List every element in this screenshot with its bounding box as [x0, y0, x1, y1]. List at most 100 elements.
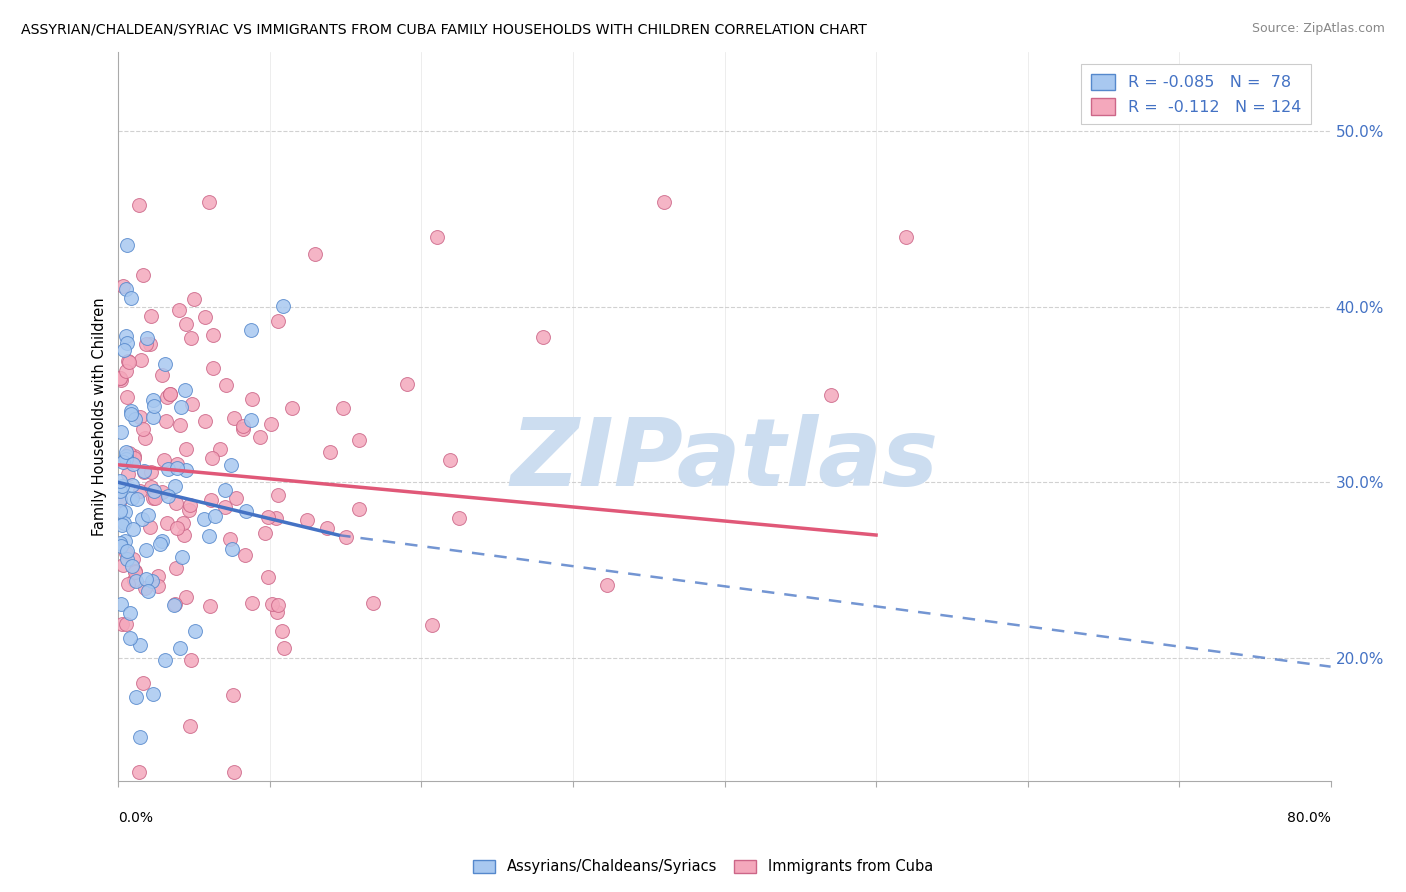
Point — [169, 417, 191, 432]
Point — [124, 574, 146, 588]
Point — [111, 617, 134, 632]
Point — [201, 360, 224, 375]
Point — [183, 624, 205, 638]
Point — [124, 566, 146, 580]
Point — [115, 238, 138, 252]
Point — [129, 638, 152, 652]
Point — [121, 558, 143, 573]
Point — [132, 422, 155, 436]
Point — [138, 508, 160, 522]
Point — [108, 475, 131, 489]
Point — [271, 299, 294, 313]
Point — [128, 730, 150, 744]
Point — [180, 653, 202, 667]
Point — [652, 194, 675, 209]
Point — [142, 399, 165, 413]
Point — [166, 457, 188, 471]
Point — [108, 371, 131, 385]
Point — [596, 577, 619, 591]
Point — [280, 401, 302, 416]
Point — [361, 596, 384, 610]
Point — [132, 268, 155, 282]
Point — [139, 310, 162, 324]
Point — [115, 282, 138, 296]
Point — [121, 522, 143, 536]
Point — [332, 401, 354, 416]
Point — [233, 548, 256, 562]
Point — [267, 599, 290, 613]
Point — [153, 453, 176, 467]
Legend: R = -0.085   N =  78, R =  -0.112   N = 124: R = -0.085 N = 78, R = -0.112 N = 124 — [1081, 64, 1310, 124]
Point — [128, 198, 150, 212]
Point — [121, 491, 143, 505]
Point — [201, 451, 224, 466]
Point — [235, 504, 257, 518]
Point — [531, 330, 554, 344]
Point — [142, 392, 165, 407]
Point — [222, 411, 245, 425]
Point — [267, 314, 290, 328]
Point — [142, 409, 165, 424]
Text: 80.0%: 80.0% — [1286, 811, 1330, 825]
Point — [110, 373, 132, 387]
Point — [115, 543, 138, 558]
Point — [135, 543, 157, 558]
Point — [117, 577, 139, 591]
Point — [335, 530, 357, 544]
Point — [115, 449, 138, 463]
Point — [141, 491, 163, 506]
Point — [249, 430, 271, 444]
Point — [108, 492, 131, 507]
Point — [117, 390, 139, 404]
Point — [112, 516, 135, 530]
Point — [125, 574, 148, 588]
Point — [143, 483, 166, 498]
Point — [120, 291, 142, 305]
Point — [174, 463, 197, 477]
Point — [110, 539, 132, 553]
Point — [395, 376, 418, 391]
Point — [117, 552, 139, 566]
Point — [170, 400, 193, 414]
Point — [169, 302, 191, 317]
Point — [134, 431, 156, 445]
Point — [156, 390, 179, 404]
Point — [121, 551, 143, 566]
Point — [131, 676, 153, 690]
Point — [150, 534, 173, 549]
Point — [165, 597, 187, 611]
Point — [239, 323, 262, 337]
Point — [111, 479, 134, 493]
Y-axis label: Family Households with Children: Family Households with Children — [93, 297, 107, 536]
Point — [122, 449, 145, 463]
Point — [194, 414, 217, 428]
Point — [219, 458, 242, 472]
Point — [142, 688, 165, 702]
Point — [143, 491, 166, 506]
Point — [141, 574, 163, 589]
Point — [319, 445, 342, 459]
Point — [218, 532, 240, 546]
Point — [120, 407, 142, 421]
Point — [240, 392, 263, 407]
Point — [108, 504, 131, 518]
Point — [115, 335, 138, 350]
Point — [131, 512, 153, 526]
Point — [115, 329, 138, 343]
Point — [257, 570, 280, 584]
Point — [129, 410, 152, 425]
Point — [214, 483, 236, 497]
Point — [315, 521, 337, 535]
Point — [135, 336, 157, 351]
Point — [166, 461, 188, 475]
Point — [153, 653, 176, 667]
Legend: Assyrians/Chaldeans/Syriacs, Immigrants from Cuba: Assyrians/Chaldeans/Syriacs, Immigrants … — [467, 854, 939, 880]
Point — [108, 491, 131, 506]
Point — [174, 384, 197, 398]
Point — [114, 534, 136, 549]
Point — [111, 518, 134, 533]
Point — [172, 516, 194, 530]
Point — [198, 194, 221, 209]
Point — [165, 561, 187, 575]
Point — [240, 413, 263, 427]
